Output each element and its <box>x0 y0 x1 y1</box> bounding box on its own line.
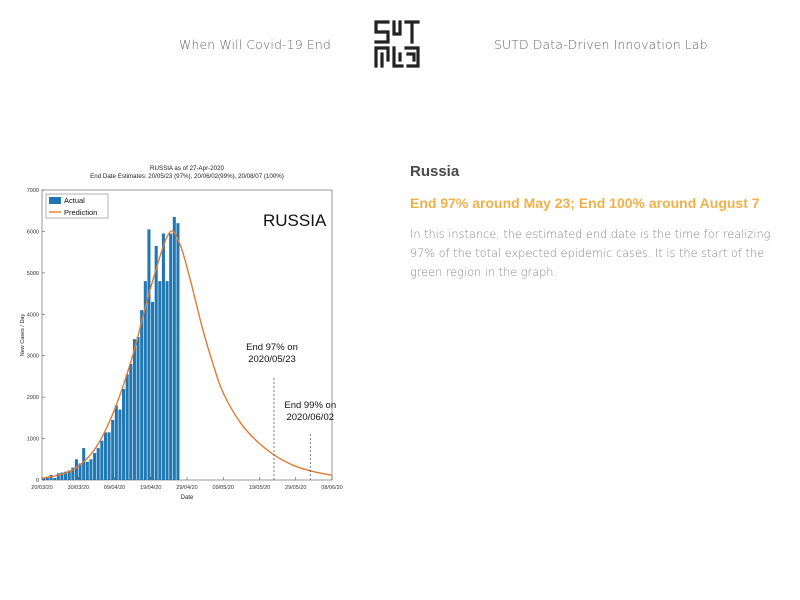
bar-actual <box>111 419 115 480</box>
y-tick-label: 2000 <box>27 395 39 401</box>
x-tick-label: 19/04/20 <box>140 485 161 491</box>
bar-actual <box>143 281 147 480</box>
bar-actual <box>176 223 180 480</box>
bar-actual <box>89 459 93 480</box>
legend-label-prediction: Prediction <box>64 208 97 217</box>
covid-chart-svg: 0 1000 2000 3000 4000 5000 6000 7000 20/03/20 30/… <box>20 165 343 500</box>
nav-link-covid-end[interactable]: When Will Covid-19 End <box>179 37 331 52</box>
sutd-maze-logo-icon[interactable] <box>374 20 420 68</box>
chart-title: RUSSIA as of 27-Apr-2020 <box>150 165 225 172</box>
info-panel: Russia End 97% around May 23; End 100% a… <box>410 163 794 282</box>
x-tick-label: 20/03/20 <box>31 485 52 491</box>
covid-chart: 0 1000 2000 3000 4000 5000 6000 7000 20/03/20 30/… <box>18 160 350 500</box>
bar-actual <box>151 301 155 480</box>
bar-actual <box>96 448 100 480</box>
x-tick-label: 29/05/20 <box>285 485 306 491</box>
y-axis-label: New Cases / Day <box>20 314 26 357</box>
x-tick-label: 09/04/20 <box>104 485 125 491</box>
bar-actual <box>49 475 53 480</box>
bar-actual <box>60 472 64 480</box>
annotation-label: End 99% on <box>284 400 336 411</box>
y-tick-label: 4000 <box>27 312 39 318</box>
y-tick-label: 6000 <box>27 229 39 235</box>
bar-actual <box>93 453 97 480</box>
bar-actual <box>158 281 162 480</box>
legend-swatch-actual <box>49 197 61 204</box>
bar-actual <box>71 467 75 480</box>
bar-actual <box>136 337 140 480</box>
bar-actual <box>107 432 111 480</box>
bar-actual <box>165 281 169 480</box>
legend-label-actual: Actual <box>64 196 85 205</box>
plot-area <box>41 189 333 481</box>
bar-actual <box>122 388 126 480</box>
bar-actual <box>67 470 71 480</box>
annotation-label: 2020/06/02 <box>286 412 334 423</box>
bar-actual <box>161 233 165 480</box>
bar-actual <box>42 477 46 480</box>
x-axis-label: Date <box>181 495 194 500</box>
bar-actual <box>85 461 89 480</box>
country-chart-label: RUSSIA <box>263 211 327 230</box>
y-tick-label: 7000 <box>27 188 39 194</box>
nav-link-sutd-lab[interactable]: SUTD Data-Driven Innovation Lab <box>494 37 708 52</box>
chart-subtitle: End Date Estimates: 20/05/23 (97%), 20/0… <box>90 173 284 180</box>
bar-actual <box>64 471 68 480</box>
prediction-line <box>41 230 333 480</box>
end-date-headline: End 97% around May 23; End 100% around A… <box>410 195 760 211</box>
x-tick-label: 09/05/20 <box>213 485 234 491</box>
bar-actual <box>53 477 57 480</box>
bar-actual <box>45 477 49 480</box>
bar-actual <box>56 473 60 480</box>
bar-actual <box>147 229 151 480</box>
annotation-label: 2020/05/23 <box>248 354 296 365</box>
bar-actual <box>100 440 104 480</box>
bar-actual <box>78 463 82 480</box>
x-tick-label: 08/06/20 <box>321 485 342 491</box>
bar-actual <box>172 216 176 480</box>
bar-actual <box>140 310 144 480</box>
bar-actual <box>114 405 118 480</box>
country-title: Russia <box>410 163 460 180</box>
x-tick-label: 19/05/20 <box>249 485 270 491</box>
bar-actual <box>125 374 129 480</box>
y-tick-label: 5000 <box>27 271 39 277</box>
bar-actual <box>154 245 158 480</box>
bar-actual <box>129 364 133 480</box>
bar-actual <box>74 459 78 480</box>
x-tick-label: 30/03/20 <box>68 485 89 491</box>
annotation-label: End 97% on <box>246 342 298 353</box>
bar-actual <box>103 432 107 480</box>
site-header: When Will Covid-19 End SUTD Data-Driven … <box>0 0 800 90</box>
logo-graphic <box>374 20 420 68</box>
bar-actual <box>132 339 136 480</box>
y-tick-label: 0 <box>36 478 39 484</box>
description-text: In this instance, the estimated end date… <box>410 228 771 279</box>
bar-actual <box>118 409 122 480</box>
y-tick-label: 1000 <box>27 437 39 443</box>
legend-box <box>45 193 109 219</box>
x-tick-label: 29/04/20 <box>176 485 197 491</box>
bar-actual <box>82 448 86 480</box>
y-tick-label: 3000 <box>27 354 39 360</box>
bar-actual <box>169 233 173 480</box>
